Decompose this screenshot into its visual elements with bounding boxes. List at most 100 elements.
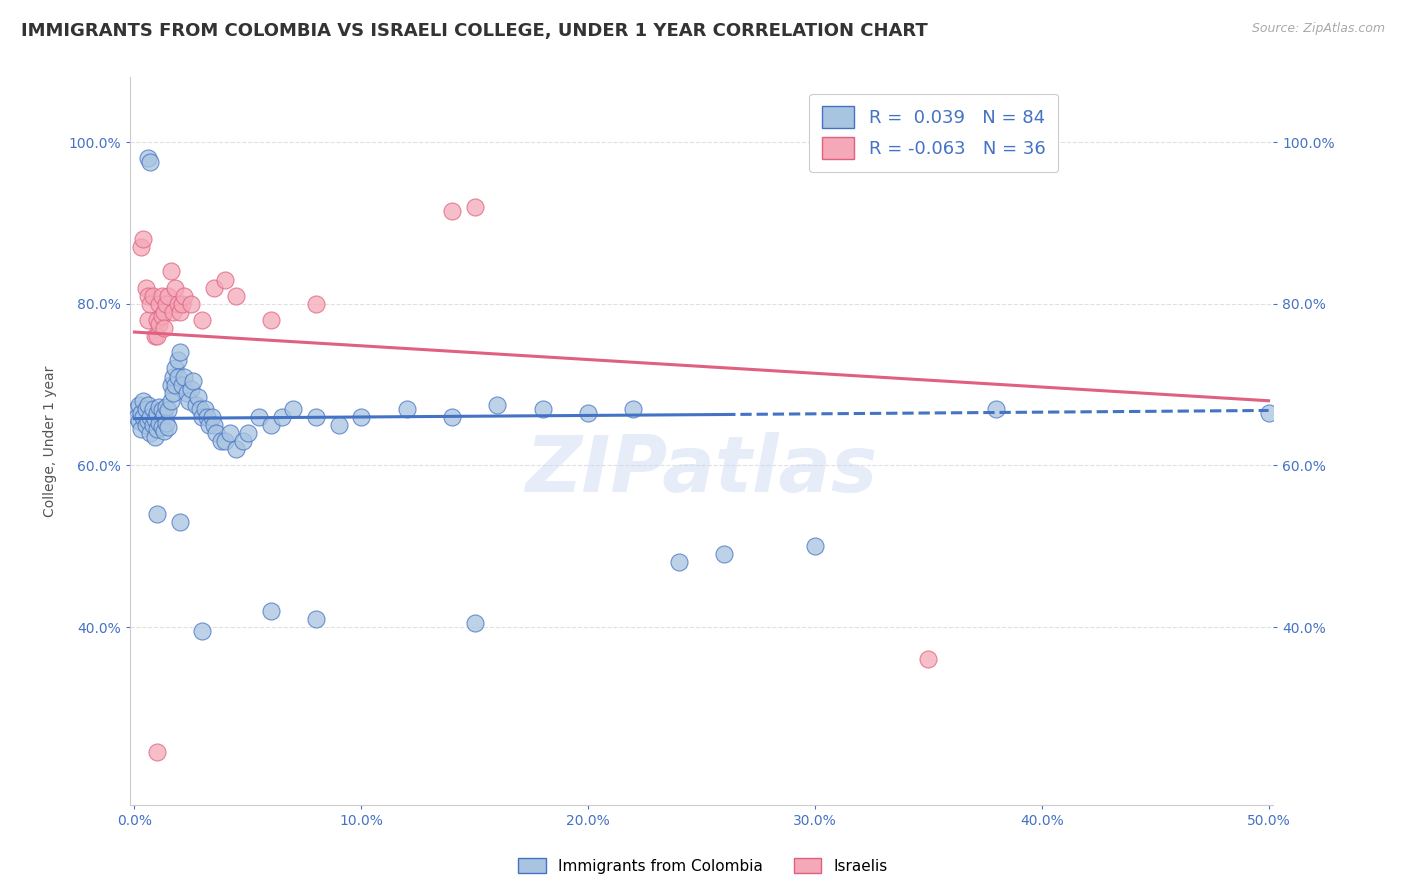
- Point: [125, 409, 148, 424]
- Point: [713, 547, 735, 561]
- Point: [153, 425, 176, 439]
- Point: [187, 390, 209, 404]
- Point: [143, 329, 166, 343]
- Point: [136, 414, 159, 428]
- Point: [135, 280, 157, 294]
- Point: [173, 369, 195, 384]
- Point: [146, 507, 169, 521]
- Point: [146, 406, 169, 420]
- Point: [305, 409, 328, 424]
- Point: [162, 369, 184, 384]
- Point: [464, 200, 486, 214]
- Point: [166, 353, 188, 368]
- Point: [270, 409, 292, 424]
- Point: [464, 615, 486, 630]
- Point: [214, 272, 236, 286]
- Point: [125, 401, 148, 416]
- Point: [159, 377, 181, 392]
- Point: [200, 409, 222, 424]
- Point: [143, 411, 166, 425]
- Point: [129, 422, 152, 436]
- Point: [195, 409, 218, 424]
- Point: [136, 398, 159, 412]
- Point: [136, 151, 159, 165]
- Point: [157, 419, 180, 434]
- Point: [153, 321, 176, 335]
- Point: [165, 361, 187, 376]
- Point: [132, 393, 155, 408]
- Point: [225, 442, 247, 457]
- Point: [128, 398, 150, 412]
- Text: ZIPatlas: ZIPatlas: [526, 433, 877, 508]
- Point: [180, 297, 202, 311]
- Point: [440, 409, 463, 424]
- Point: [188, 401, 211, 416]
- Point: [146, 329, 169, 343]
- Point: [225, 288, 247, 302]
- Point: [153, 305, 176, 319]
- Point: [148, 417, 170, 431]
- Point: [283, 401, 305, 416]
- Point: [143, 430, 166, 444]
- Point: [150, 309, 173, 323]
- Point: [146, 745, 169, 759]
- Point: [129, 406, 152, 420]
- Point: [135, 401, 157, 416]
- Point: [259, 313, 281, 327]
- Point: [135, 417, 157, 432]
- Point: [176, 385, 198, 400]
- Point: [166, 297, 188, 311]
- Point: [162, 305, 184, 319]
- Point: [198, 417, 221, 432]
- Point: [146, 313, 169, 327]
- Point: [259, 604, 281, 618]
- Point: [259, 417, 281, 432]
- Point: [236, 426, 259, 441]
- Point: [169, 305, 191, 319]
- Point: [146, 422, 169, 436]
- Point: [139, 155, 162, 169]
- Point: [148, 297, 170, 311]
- Point: [350, 409, 373, 424]
- Point: [150, 419, 173, 434]
- Point: [668, 556, 690, 570]
- Point: [142, 417, 165, 432]
- Point: [177, 393, 200, 408]
- Point: [150, 288, 173, 302]
- Point: [202, 417, 225, 432]
- Point: [139, 297, 162, 311]
- Point: [194, 401, 217, 416]
- Point: [148, 317, 170, 331]
- Point: [159, 393, 181, 408]
- Point: [129, 240, 152, 254]
- Point: [917, 652, 939, 666]
- Point: [148, 401, 170, 415]
- Point: [162, 385, 184, 400]
- Point: [142, 401, 165, 416]
- Point: [214, 434, 236, 449]
- Point: [531, 401, 554, 416]
- Point: [184, 398, 207, 412]
- Point: [153, 409, 176, 423]
- Point: [132, 409, 155, 424]
- Text: IMMIGRANTS FROM COLOMBIA VS ISRAELI COLLEGE, UNDER 1 YEAR CORRELATION CHART: IMMIGRANTS FROM COLOMBIA VS ISRAELI COLL…: [21, 22, 928, 40]
- Point: [247, 409, 270, 424]
- Point: [136, 313, 159, 327]
- Point: [191, 313, 214, 327]
- Point: [183, 374, 205, 388]
- Point: [1257, 406, 1279, 420]
- Point: [155, 297, 177, 311]
- Point: [440, 203, 463, 218]
- Point: [305, 612, 328, 626]
- Point: [173, 288, 195, 302]
- Point: [142, 288, 165, 302]
- Point: [205, 426, 228, 441]
- Point: [486, 398, 509, 412]
- Point: [139, 409, 162, 424]
- Point: [170, 297, 193, 311]
- Point: [328, 417, 350, 432]
- Point: [395, 401, 418, 416]
- Point: [136, 288, 159, 302]
- Point: [157, 403, 180, 417]
- Point: [169, 345, 191, 359]
